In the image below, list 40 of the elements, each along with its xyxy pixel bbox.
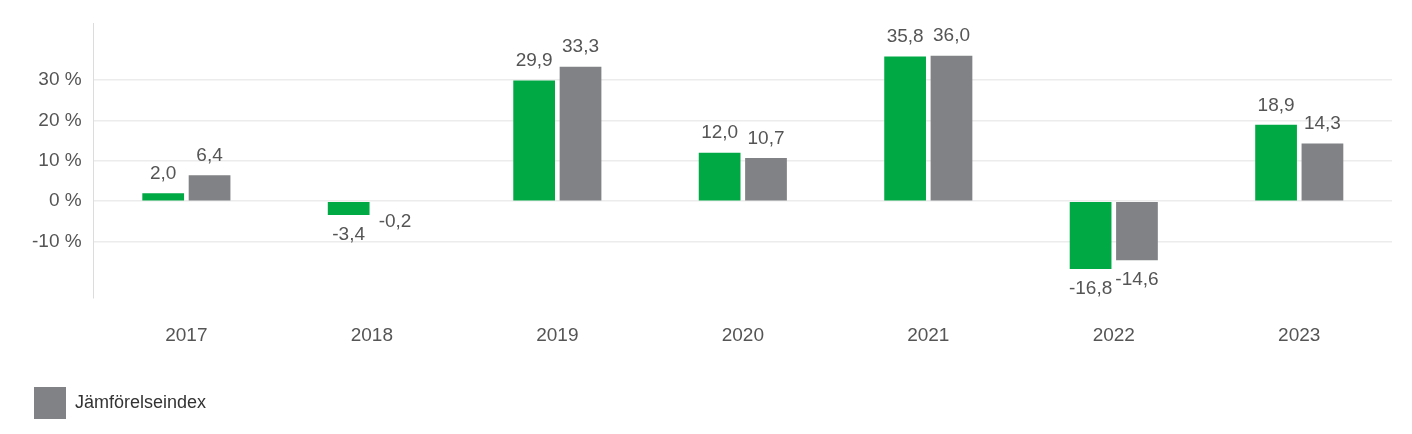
x-tick-label: 2018 [350, 323, 393, 345]
bar [1069, 201, 1112, 270]
data-label: 10,7 [747, 126, 785, 148]
data-label: 33,3 [562, 35, 600, 57]
data-label: -16,8 [1068, 276, 1113, 298]
data-label: 36,0 [932, 24, 970, 46]
data-label: -3,4 [332, 222, 366, 244]
bar [1255, 124, 1297, 201]
data-label: 6,4 [196, 144, 224, 166]
legend-label: Jämförelseindex [75, 391, 207, 412]
bar [327, 201, 370, 215]
y-tick-label: 10 % [38, 149, 82, 171]
data-label: 29,9 [515, 49, 553, 71]
x-tick-label: 2021 [907, 323, 950, 345]
y-tick-label: 30 % [38, 68, 82, 90]
bar [559, 66, 602, 201]
data-label: 12,0 [701, 121, 739, 143]
bar [142, 193, 185, 201]
data-label: -14,6 [1115, 267, 1159, 289]
data-label: 35,8 [886, 25, 924, 47]
x-tick-label: 2022 [1092, 323, 1135, 345]
bar [930, 55, 973, 201]
bar [745, 157, 787, 201]
bar [698, 152, 741, 201]
x-tick-label: 2023 [1278, 323, 1321, 345]
y-tick-label: 20 % [38, 108, 82, 130]
bar [188, 175, 231, 201]
bar [884, 56, 926, 201]
x-tick-label: 2017 [165, 323, 208, 345]
x-tick-label: 2020 [721, 323, 764, 345]
bar [513, 80, 556, 201]
bar [1116, 201, 1158, 261]
data-label: -0,2 [378, 209, 412, 231]
y-tick-label: -10 % [31, 229, 82, 251]
data-label: 2,0 [149, 161, 177, 183]
x-tick-label: 2019 [536, 323, 579, 345]
data-label: 18,9 [1257, 93, 1295, 115]
bar [1301, 143, 1344, 201]
y-tick-label: 0 % [48, 189, 82, 211]
data-label: 14,3 [1303, 112, 1341, 134]
